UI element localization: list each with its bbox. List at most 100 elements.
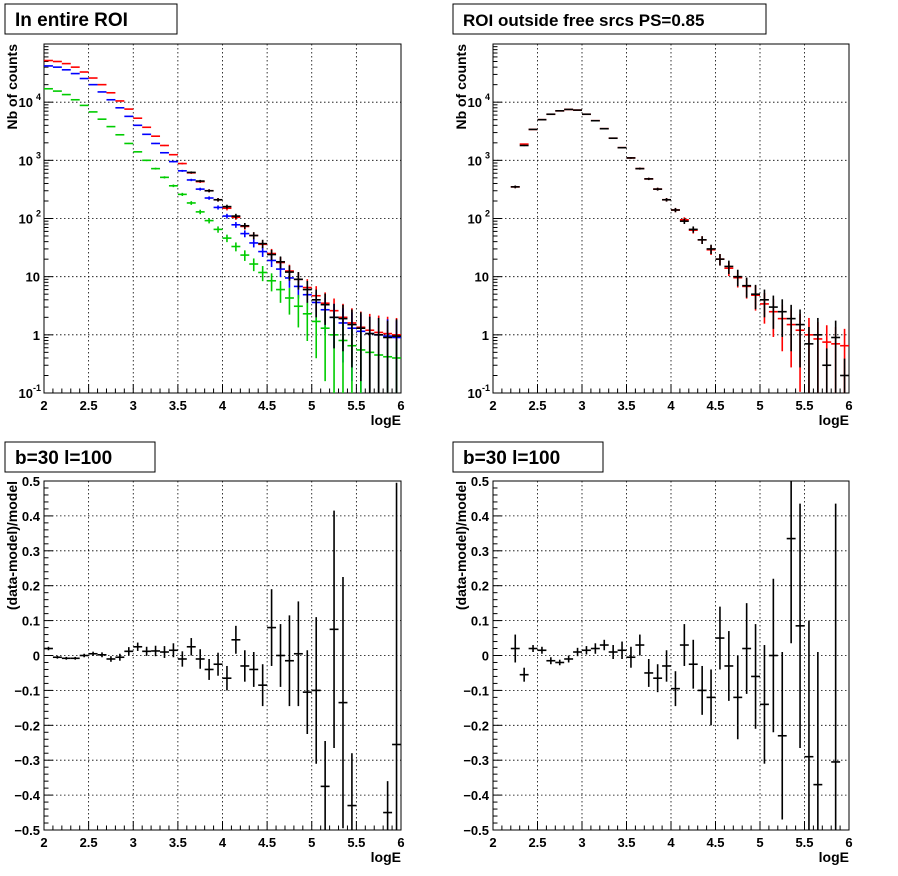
data-point <box>124 647 134 656</box>
data-point <box>715 254 725 266</box>
data-point <box>267 249 277 261</box>
data-point <box>302 650 312 735</box>
data-point <box>599 127 609 130</box>
series-1 <box>44 59 401 393</box>
data-point <box>115 107 125 109</box>
data-point <box>697 665 707 715</box>
data-point <box>742 277 752 298</box>
data-point <box>537 646 547 654</box>
data-point <box>168 643 178 658</box>
y-tick-label: 10 <box>468 153 482 168</box>
data-point <box>61 656 71 660</box>
data-point <box>768 295 778 329</box>
data-point <box>88 651 98 656</box>
data-point <box>777 299 787 337</box>
data-point <box>249 232 259 240</box>
data-point <box>555 659 565 666</box>
x-axis-label: logE <box>819 412 849 428</box>
data-point <box>546 657 556 665</box>
data-point <box>733 269 743 287</box>
data-point <box>338 304 348 352</box>
data-point <box>284 265 294 281</box>
data-point <box>831 320 841 393</box>
data-point <box>573 647 582 657</box>
y-axis-label: (data-model)/model <box>4 481 20 610</box>
y-tick-label: 10 <box>475 270 489 285</box>
data-point <box>115 653 125 661</box>
y-tick-label: −0.5 <box>14 823 40 838</box>
data-point <box>133 124 143 127</box>
data-point <box>52 655 62 659</box>
data-point <box>644 177 654 181</box>
data-point <box>106 125 116 128</box>
y-tick-label: 10 <box>468 386 482 401</box>
data-point <box>240 223 250 229</box>
data-point <box>564 108 574 111</box>
chart-panel-2: ROI outside free srcs PS=0.85 2 2.5 3 3.5 4 4.… <box>452 3 853 428</box>
data-point <box>160 176 169 179</box>
y-tick-label: 0.3 <box>22 544 40 559</box>
data-point <box>653 664 663 693</box>
x-tick-label: 5.5 <box>795 835 813 850</box>
data-point <box>258 266 268 282</box>
y-tick-label: 10 <box>26 270 40 285</box>
data-point <box>329 510 339 748</box>
data-point <box>249 258 259 272</box>
data-point <box>276 256 285 269</box>
data-point <box>590 643 600 654</box>
y-axis-label: Nb of counts <box>453 44 469 130</box>
data-point <box>222 665 232 691</box>
data-point <box>751 284 760 310</box>
data-point <box>267 589 277 666</box>
data-point <box>79 104 89 107</box>
data-point <box>626 646 636 668</box>
data-point <box>742 603 752 694</box>
data-point <box>231 213 241 219</box>
data-point <box>347 753 357 830</box>
x-tick-label: 2 <box>40 398 47 413</box>
x-tick-label: 5.5 <box>347 398 365 413</box>
chart-title-box: b=30 l=100 <box>452 441 604 473</box>
y-tick-label: 1 <box>33 328 40 343</box>
data-point <box>204 658 214 680</box>
data-point <box>724 631 734 701</box>
y-tick-label: −0.4 <box>14 788 40 803</box>
data-point <box>168 160 178 163</box>
x-tick-label: 6 <box>845 398 852 413</box>
x-tick-label: 4 <box>667 398 675 413</box>
data-point <box>249 652 259 687</box>
data-point <box>338 576 348 829</box>
data-point <box>822 348 832 393</box>
data-point <box>284 288 294 315</box>
data-point <box>383 781 393 830</box>
data-point <box>320 293 330 325</box>
data-point <box>528 645 538 653</box>
y-tick-exponent: 2 <box>485 209 490 219</box>
data-point <box>302 280 312 303</box>
data-point <box>276 280 285 303</box>
data-point <box>302 300 312 341</box>
data-point <box>706 244 716 255</box>
chart-title: b=30 l=100 <box>15 448 112 469</box>
data-point <box>293 601 303 707</box>
data-point <box>195 649 205 669</box>
data-point <box>133 151 143 153</box>
x-tick-label: 2 <box>40 835 47 850</box>
data-point <box>222 204 232 209</box>
x-tick-label: 4.5 <box>258 398 276 413</box>
y-tick-label: 0.5 <box>471 474 489 489</box>
x-tick-label: 5.5 <box>347 835 365 850</box>
data-point <box>831 503 841 830</box>
x-tick-label: 5.5 <box>795 398 813 413</box>
data-point <box>777 652 787 820</box>
data-point <box>186 638 196 656</box>
series-1 <box>44 482 401 830</box>
y-tick-label: 0.1 <box>22 614 40 629</box>
data-point <box>142 159 152 162</box>
data-point <box>697 236 707 244</box>
data-point <box>222 234 232 243</box>
x-tick-label: 3 <box>130 835 137 850</box>
